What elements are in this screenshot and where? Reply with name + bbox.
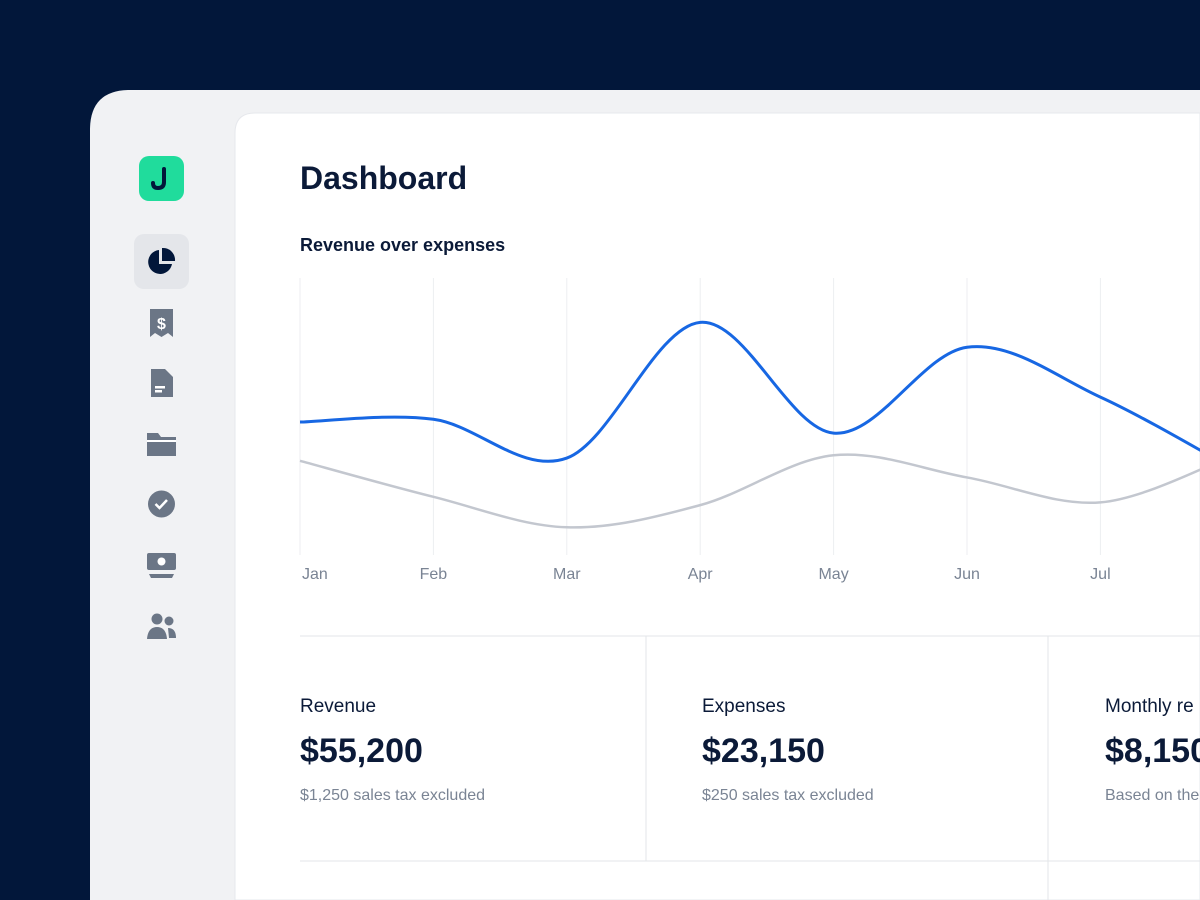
svg-text:$: $ bbox=[157, 316, 166, 333]
nav-invoices[interactable]: $ bbox=[150, 309, 173, 337]
logo[interactable] bbox=[139, 156, 184, 201]
chart-title: Revenue over expenses bbox=[300, 235, 505, 255]
x-tick-label: Mar bbox=[553, 566, 581, 583]
x-tick-label: Feb bbox=[420, 566, 448, 583]
nav-payments[interactable] bbox=[147, 553, 176, 578]
stat-note: $1,250 sales tax excluded bbox=[300, 787, 485, 804]
x-tick-label: May bbox=[818, 566, 848, 583]
stat-value: $55,200 bbox=[300, 732, 423, 770]
stat-value: $23,150 bbox=[702, 732, 825, 770]
stat-label: Expenses bbox=[702, 696, 785, 717]
page-title: Dashboard bbox=[300, 160, 467, 196]
stat-note: $250 sales tax excluded bbox=[702, 787, 874, 804]
series-line bbox=[299, 320, 1200, 463]
x-tick-label: Jul bbox=[1090, 566, 1110, 583]
nav-folders[interactable] bbox=[147, 433, 176, 456]
nav-dashboard[interactable] bbox=[148, 247, 176, 274]
content-card bbox=[234, 112, 1200, 900]
stat-note: Based on the bbox=[1105, 787, 1199, 804]
series-line bbox=[299, 453, 1200, 529]
logo-mark bbox=[151, 167, 166, 191]
x-tick-label: Jun bbox=[954, 566, 980, 583]
nav-active-bg[interactable] bbox=[134, 234, 189, 289]
x-tick-label: Apr bbox=[688, 566, 714, 583]
nav-team[interactable] bbox=[147, 613, 176, 640]
nav-tasks[interactable] bbox=[148, 490, 175, 518]
stat-label: Revenue bbox=[300, 696, 376, 717]
stat-label: Monthly re bbox=[1105, 696, 1194, 717]
stat-value: $8,150 bbox=[1105, 732, 1200, 770]
x-tick-label: Jan bbox=[302, 566, 328, 583]
nav-documents[interactable] bbox=[151, 369, 173, 397]
